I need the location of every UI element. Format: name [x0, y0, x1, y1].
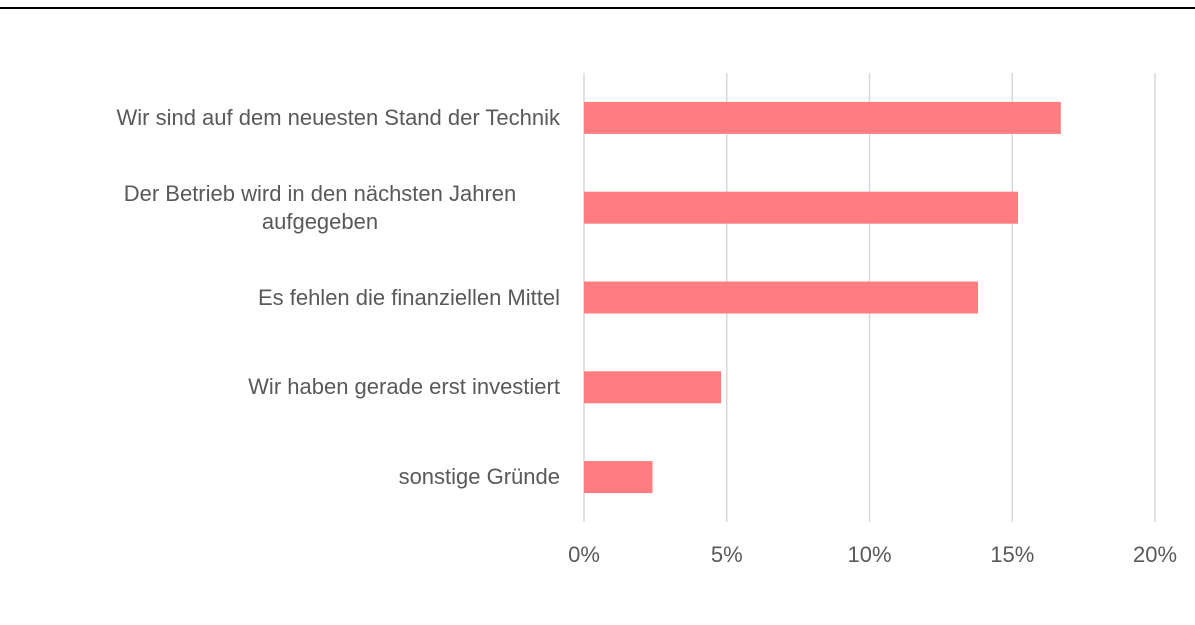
y-tick-label: Es fehlen die finanziellen Mittel	[257, 284, 560, 310]
y-tick-label-box: Wir haben gerade erst investiert	[248, 373, 560, 401]
y-tick-label-box: Es fehlen die finanziellen Mittel	[258, 284, 560, 312]
bar	[584, 461, 653, 494]
y-tick-label-box: Der Betrieb wird in den nächsten Jahren …	[80, 180, 560, 236]
bar	[584, 371, 722, 404]
y-tick-label-box: Wir sind auf dem neuesten Stand der Tech…	[116, 104, 560, 132]
bar	[584, 101, 1061, 134]
x-tick-label: 10%	[847, 542, 891, 567]
bar	[584, 191, 1018, 224]
y-tick-label: Der Betrieb wird in den nächsten Jahren …	[123, 180, 517, 234]
x-tick-label: 15%	[990, 542, 1034, 567]
y-tick-label: Wir sind auf dem neuesten Stand der Tech…	[116, 104, 560, 130]
y-tick-label: sonstige Gründe	[398, 464, 560, 490]
y-tick-label: Wir haben gerade erst investiert	[248, 374, 560, 400]
y-tick-label-box: sonstige Gründe	[399, 463, 560, 491]
x-tick-label: 0%	[568, 542, 600, 567]
x-tick-label: 5%	[711, 542, 743, 567]
bar	[584, 281, 978, 314]
x-tick-label: 20%	[1133, 542, 1177, 567]
